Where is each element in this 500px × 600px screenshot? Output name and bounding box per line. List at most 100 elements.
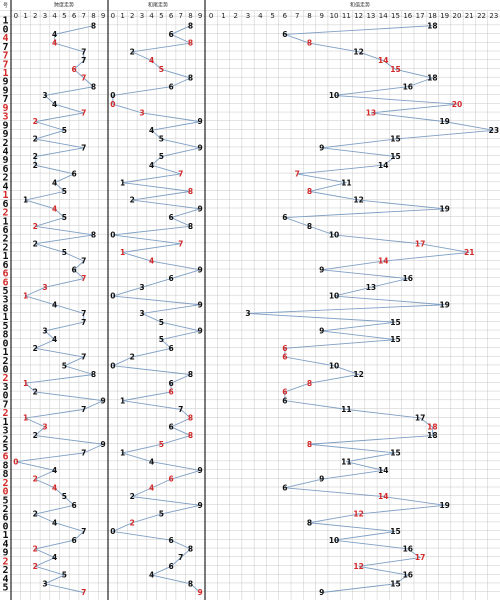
code-digit: 4 (2, 539, 8, 550)
code-digit: 2 (2, 434, 8, 445)
value-label: 1 (23, 292, 28, 301)
value-label: 1 (120, 248, 125, 257)
x-tick-label: 5 (159, 12, 163, 20)
value-label: 5 (62, 361, 67, 370)
x-tick-label: 0 (111, 12, 115, 20)
code-digit: 6 (2, 199, 8, 210)
value-label: 10 (329, 361, 339, 370)
value-label: 15 (390, 449, 400, 458)
value-label: 3 (245, 309, 250, 318)
panel-title: 和尾走势 (148, 2, 168, 9)
value-label: 4 (149, 126, 154, 135)
code-digit: 8 (2, 303, 8, 314)
value-label: 4 (52, 178, 57, 187)
x-tick-label: 3 (43, 12, 47, 20)
value-label: 2 (130, 196, 135, 205)
x-tick-label: 3 (246, 12, 250, 20)
value-label: 5 (62, 571, 67, 580)
code-digit: 6 (2, 269, 8, 280)
value-label: 8 (188, 545, 193, 554)
code-digit: 5 (2, 286, 8, 297)
value-label: 5 (159, 440, 164, 449)
value-label: 9 (198, 588, 203, 597)
x-tick-label: 14 (379, 12, 388, 20)
code-digit: 9 (2, 120, 8, 131)
value-label: 5 (62, 248, 67, 257)
value-label: 3 (139, 309, 144, 318)
code-digit: 9 (2, 155, 8, 166)
value-label: 18 (427, 431, 437, 440)
value-label: 6 (71, 65, 76, 74)
value-label: 9 (101, 396, 106, 405)
value-label: 2 (33, 117, 38, 126)
code-digit: 0 (2, 391, 8, 402)
x-tick-label: 8 (91, 12, 95, 20)
value-labels: 8447767834725272264514528257673147734275… (13, 21, 499, 597)
value-label: 15 (390, 579, 400, 588)
code-digit: 1 (2, 347, 8, 358)
value-label: 5 (62, 187, 67, 196)
value-label: 2 (130, 353, 135, 362)
code-digit: 1 (2, 190, 8, 201)
code-digit: 5 (2, 321, 8, 332)
value-label: 2 (33, 344, 38, 353)
x-tick-label: 1 (23, 12, 27, 20)
value-label: 10 (329, 231, 339, 240)
value-label: 7 (81, 143, 86, 152)
value-label: 6 (71, 265, 76, 274)
value-label: 23 (489, 126, 499, 135)
value-label: 11 (341, 457, 351, 466)
code-digit: 2 (2, 173, 8, 184)
value-label: 0 (110, 100, 115, 109)
value-label: 4 (52, 553, 57, 562)
value-label: 3 (42, 327, 47, 336)
code-digit: 7 (2, 51, 8, 62)
value-label: 7 (81, 588, 86, 597)
value-label: 7 (81, 257, 86, 266)
x-tick-label: 5 (270, 12, 274, 20)
value-label: 6 (282, 483, 287, 492)
code-digit: 1 (2, 216, 8, 227)
code-column: 1047771997939924962416216221666538158012… (2, 16, 8, 594)
value-label: 6 (168, 379, 173, 388)
value-label: 4 (52, 204, 57, 213)
x-tick-label: 16 (403, 12, 412, 20)
x-tick-label: 7 (295, 12, 299, 20)
value-label: 4 (52, 300, 57, 309)
value-label: 7 (81, 449, 86, 458)
value-label: 14 (378, 492, 388, 501)
value-label: 5 (159, 65, 164, 74)
code-digit: 9 (2, 548, 8, 559)
x-tick-label: 18 (428, 12, 437, 20)
value-label: 8 (188, 74, 193, 83)
value-label: 4 (149, 571, 154, 580)
value-label: 6 (282, 353, 287, 362)
value-label: 19 (439, 501, 449, 510)
value-label: 7 (178, 170, 183, 179)
code-digit: 3 (2, 382, 8, 393)
value-label: 14 (378, 56, 388, 65)
code-digit: 4 (2, 147, 8, 158)
value-label: 9 (101, 440, 106, 449)
code-digit: 0 (2, 365, 8, 376)
series-lines (15, 25, 494, 593)
value-label: 19 (439, 117, 449, 126)
value-label: 4 (52, 466, 57, 475)
value-label: 6 (71, 170, 76, 179)
code-digit: 2 (2, 138, 8, 149)
value-label: 9 (198, 501, 203, 510)
value-label: 7 (81, 353, 86, 362)
value-label: 8 (307, 222, 312, 231)
value-label: 1 (23, 379, 28, 388)
value-label: 13 (366, 109, 376, 118)
value-label: 2 (33, 562, 38, 571)
value-label: 8 (188, 222, 193, 231)
value-label: 14 (378, 257, 388, 266)
x-tick-label: 12 (354, 12, 363, 20)
value-label: 12 (353, 196, 363, 205)
value-label: 4 (149, 257, 154, 266)
value-label: 1 (120, 449, 125, 458)
code-digit: 7 (2, 42, 8, 53)
value-label: 8 (307, 187, 312, 196)
